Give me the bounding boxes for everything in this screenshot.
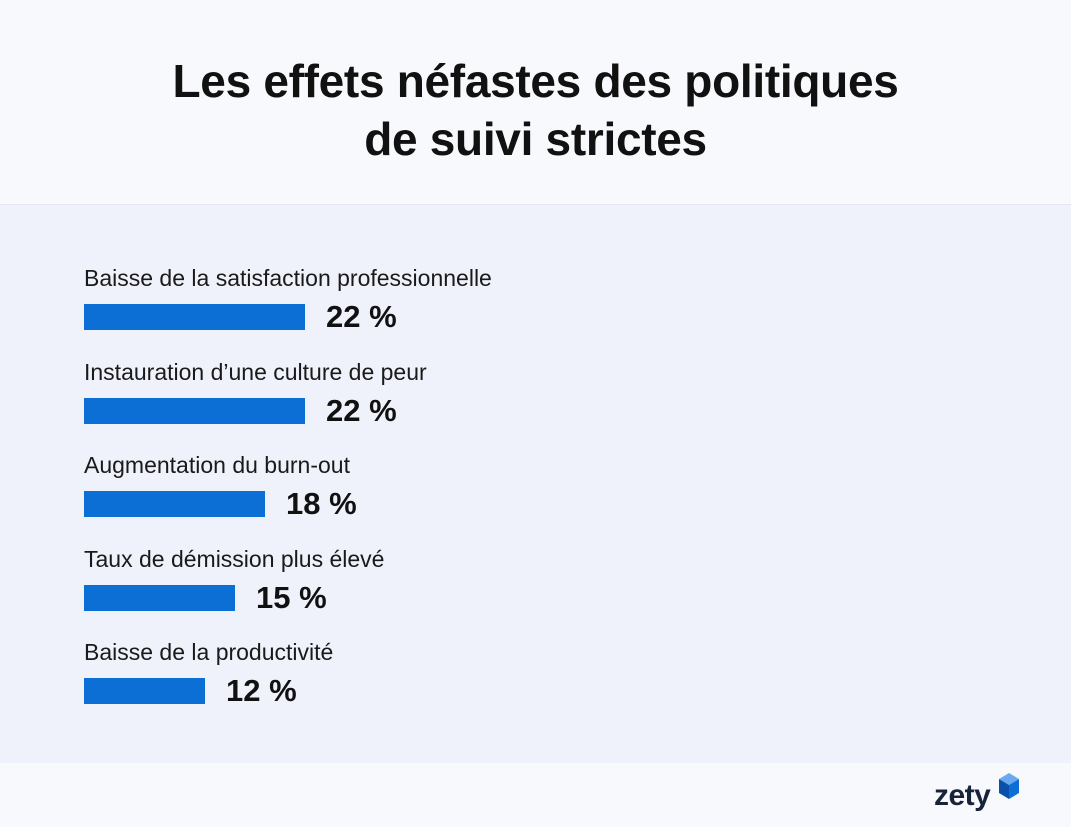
bar-row: Baisse de la satisfaction professionnell… bbox=[84, 263, 984, 343]
category-label: Taux de démission plus élevé bbox=[84, 545, 385, 572]
value-label: 12 % bbox=[226, 673, 297, 708]
header: Les effets néfastes des politiques de su… bbox=[0, 0, 1071, 205]
category-label: Baisse de la productivité bbox=[84, 639, 334, 665]
page-title: Les effets néfastes des politiques de su… bbox=[0, 52, 1071, 168]
bar-row: Baisse de la productivité 12 % bbox=[84, 637, 984, 717]
title-line-2: de suivi strictes bbox=[364, 113, 707, 165]
bar bbox=[84, 397, 305, 424]
bar bbox=[84, 491, 265, 517]
category-label: Augmentation du burn-out bbox=[84, 452, 350, 478]
bar-row: Augmentation du burn-out 18 % bbox=[84, 450, 984, 530]
value-label: 22 % bbox=[326, 299, 397, 334]
bar bbox=[84, 678, 205, 704]
category-label: Instauration d’une culture de peur bbox=[84, 358, 427, 385]
bar bbox=[84, 304, 305, 330]
title-line-1: Les effets néfastes des politiques bbox=[172, 55, 899, 107]
chart-panel: Baisse de la satisfaction professionnell… bbox=[0, 205, 1071, 763]
value-label: 22 % bbox=[326, 392, 397, 428]
logo-text: zety bbox=[934, 779, 991, 812]
category-label: Baisse de la satisfaction professionnell… bbox=[84, 265, 492, 291]
value-label: 15 % bbox=[256, 579, 327, 615]
zety-logo: zety bbox=[934, 772, 1026, 816]
bar bbox=[84, 584, 235, 611]
bar-row: Taux de démission plus élevé 15 % bbox=[84, 544, 984, 624]
value-label: 18 % bbox=[286, 486, 357, 521]
bar-row: Instauration d’une culture de peur 22 % bbox=[84, 357, 984, 437]
footer bbox=[0, 763, 1071, 827]
zety-cube-icon bbox=[999, 773, 1019, 799]
